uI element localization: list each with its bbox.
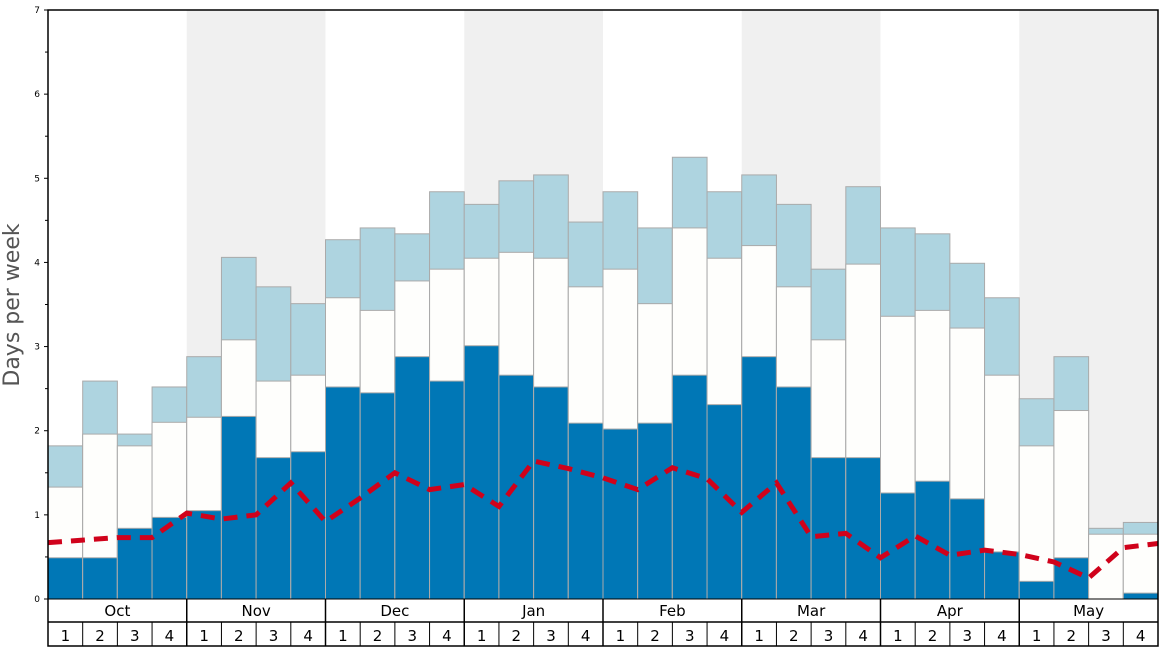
week-label: 4: [1136, 627, 1146, 645]
week-label: 3: [407, 627, 417, 645]
week-label: 4: [720, 627, 730, 645]
bar-level_1-14: [533, 386, 569, 600]
week-label: 1: [477, 627, 487, 645]
week-label: 3: [824, 627, 834, 645]
week-label: 3: [546, 627, 556, 645]
week-label: 3: [130, 627, 140, 645]
y-axis-label: Days per week: [0, 223, 25, 386]
week-label: 1: [616, 627, 626, 645]
y-tick-label: 1: [34, 511, 40, 521]
week-label: 3: [685, 627, 695, 645]
bar-level_1-2: [116, 527, 153, 600]
week-label: 2: [928, 627, 938, 645]
bar-level_1-18: [671, 374, 708, 600]
bar-level_1-7: [290, 451, 326, 600]
y-tick-label: 3: [34, 343, 40, 353]
week-label: 2: [373, 627, 383, 645]
week-label: 2: [1067, 627, 1077, 645]
month-label-oct: Oct: [104, 602, 130, 620]
y-tick-label: 0: [34, 595, 40, 605]
bar-level_1-3: [151, 516, 188, 600]
week-label: 1: [754, 627, 764, 645]
average-line-path: [47, 458, 1159, 581]
month-label-dec: Dec: [380, 602, 409, 620]
bar-level_1-27: [984, 551, 1020, 600]
week-label: 1: [893, 627, 903, 645]
average-line: [47, 458, 1159, 581]
month-label-feb: Feb: [659, 602, 686, 620]
month-label-jan: Jan: [521, 602, 545, 620]
month-label-apr: Apr: [937, 602, 964, 620]
week-label: 2: [95, 627, 105, 645]
bar-level_1-15: [567, 422, 604, 600]
week-label: 4: [165, 627, 175, 645]
bar-level_1-8: [325, 386, 361, 600]
week-label: 3: [1101, 627, 1111, 645]
week-label: 1: [61, 627, 71, 645]
bar-level_1-22: [810, 457, 847, 600]
axes: 0 1 2 3 4 5 6 7 Oct 1 2 3 4 Nov 1 2 3 4 Dec 1 2 3 4 Jan 1 2 3 4 Feb 1…: [34, 6, 1159, 647]
y-tick-label: 4: [34, 258, 40, 268]
bar-level_1-20: [741, 356, 777, 600]
week-label: 1: [199, 627, 209, 645]
bar-level_1-19: [706, 404, 743, 600]
week-label: 2: [650, 627, 660, 645]
y-tick-label: 5: [34, 174, 40, 184]
week-label: 2: [512, 627, 522, 645]
week-label: 1: [338, 627, 348, 645]
bar-level_1-10: [394, 356, 431, 600]
bar-level_1-1: [82, 557, 118, 600]
bar-level_1-4: [186, 510, 222, 600]
week-label: 4: [442, 627, 452, 645]
y-tick-label: 2: [34, 427, 40, 437]
bar-level_1-0: [47, 557, 84, 600]
bar-level_1-17: [637, 422, 673, 600]
week-label: 3: [962, 627, 972, 645]
week-label: 2: [789, 627, 799, 645]
week-label: 4: [997, 627, 1007, 645]
week-label: 4: [303, 627, 313, 645]
month-label-nov: Nov: [241, 602, 270, 620]
bar-level_2-30: [1088, 533, 1124, 600]
week-label: 4: [581, 627, 591, 645]
month-label-may: May: [1073, 602, 1104, 620]
week-label: 3: [269, 627, 279, 645]
bar-level_1-23: [845, 457, 881, 600]
bar-level_1-16: [602, 428, 639, 600]
bar-level_1-6: [255, 457, 292, 600]
bar-level_2-28: [1018, 445, 1055, 600]
y-tick-label: 7: [34, 6, 40, 16]
week-label: 2: [234, 627, 244, 645]
week-label: 1: [1032, 627, 1042, 645]
week-label: 4: [858, 627, 868, 645]
bar-level_1-5: [220, 415, 257, 600]
bar-level_1-26: [949, 498, 986, 600]
y-tick-label: 6: [34, 90, 40, 100]
bar-level_1-9: [359, 392, 396, 600]
month-label-mar: Mar: [797, 602, 826, 620]
bar-level_1-28: [1018, 580, 1055, 600]
bar-level_1-31: [1122, 592, 1159, 600]
bar-level_1-12: [463, 345, 500, 600]
